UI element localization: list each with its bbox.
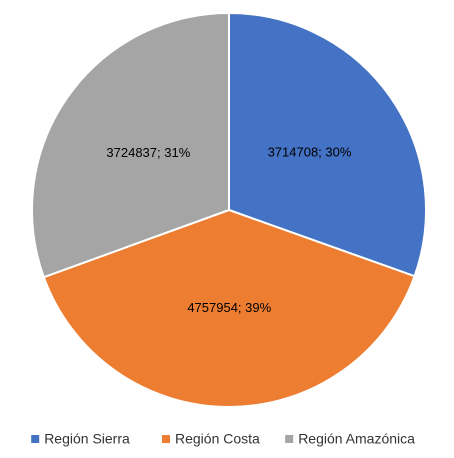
legend: Región Sierra Región Costa Región Amazónic… xyxy=(31,431,415,447)
legend-swatch xyxy=(162,435,170,443)
data-label: 3724837; 31% xyxy=(106,145,190,160)
legend-label: Región Sierra xyxy=(44,431,130,447)
data-label: 4757954; 39% xyxy=(187,300,271,315)
legend-label: Región Costa xyxy=(175,431,260,447)
legend-swatch xyxy=(285,435,294,443)
data-labels: 3714708; 30% 4757954; 39% 3724837; 31% xyxy=(106,145,351,315)
pie-slice xyxy=(42,208,416,408)
pie xyxy=(31,11,427,408)
legend-label: Región Amazónica xyxy=(298,431,415,447)
pie-slice xyxy=(228,11,427,278)
legend-swatch xyxy=(31,435,40,443)
pie-slice xyxy=(31,11,230,279)
data-label: 3714708; 30% xyxy=(268,145,352,160)
